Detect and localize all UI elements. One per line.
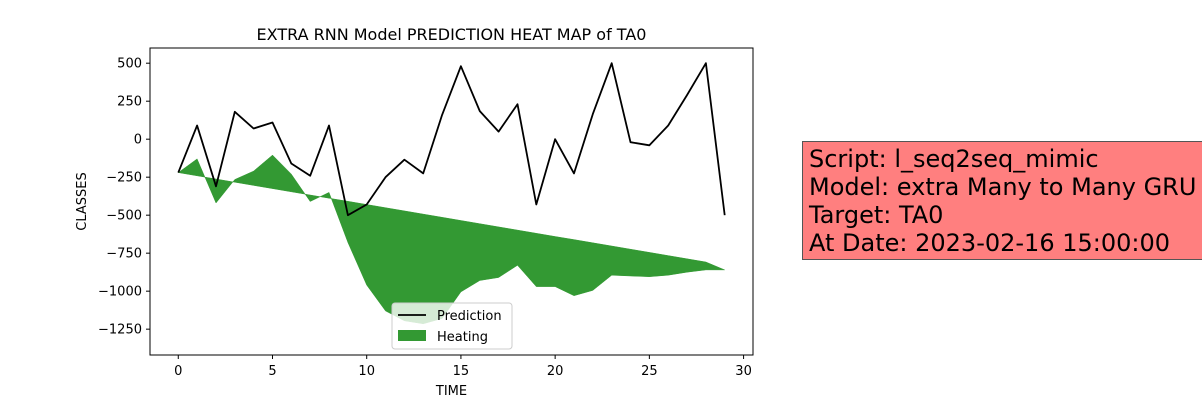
chart-title: EXTRA RNN Model PREDICTION HEAT MAP of T…	[257, 25, 647, 44]
y-tick-label: −500	[106, 209, 142, 224]
x-tick-label: 0	[174, 364, 182, 379]
y-tick-label: −750	[106, 247, 142, 262]
x-axis-label: TIME	[435, 384, 467, 399]
info-box: Script: l_seq2seq_mimic Model: extra Man…	[802, 141, 1202, 260]
prediction-line-layer	[177, 62, 726, 217]
y-tick-label: 250	[117, 95, 142, 110]
model-line: Model: extra Many to Many GRU	[809, 173, 1197, 201]
script-line: Script: l_seq2seq_mimic	[809, 145, 1099, 173]
x-tick-label: 5	[268, 364, 276, 379]
x-tick-label: 25	[641, 364, 658, 379]
x-tick-label: 20	[547, 364, 564, 379]
y-tick-label: −1250	[98, 323, 142, 338]
prediction-chart: EXTRA RNN Model PREDICTION HEAT MAP of T…	[75, 25, 754, 399]
date-line: At Date: 2023-02-16 15:00:00	[809, 229, 1171, 257]
x-axis-ticks: 0 5 10 15 20 25 30	[174, 355, 752, 379]
y-axis-ticks: 500 250 0 −250 −500 −750 −1000 −1250	[98, 57, 150, 338]
target-line: Target: TA0	[809, 201, 944, 229]
legend: Prediction Heating	[391, 302, 513, 350]
legend-label-prediction: Prediction	[437, 309, 502, 324]
x-tick-label: 30	[735, 364, 752, 379]
plot-frame	[149, 47, 754, 356]
y-tick-label: −250	[106, 171, 142, 186]
x-tick-label: 15	[453, 364, 470, 379]
heating-area	[177, 154, 725, 325]
heating-fill-layer	[177, 154, 725, 325]
y-axis-label: CLASSES	[75, 172, 90, 230]
y-tick-label: 500	[117, 57, 142, 72]
legend-swatch-heating	[398, 330, 426, 341]
y-tick-label: −1000	[98, 285, 142, 300]
prediction-line	[177, 62, 726, 217]
legend-label-heating: Heating	[437, 330, 488, 345]
x-tick-label: 10	[358, 364, 375, 379]
y-tick-label: 0	[134, 133, 142, 148]
